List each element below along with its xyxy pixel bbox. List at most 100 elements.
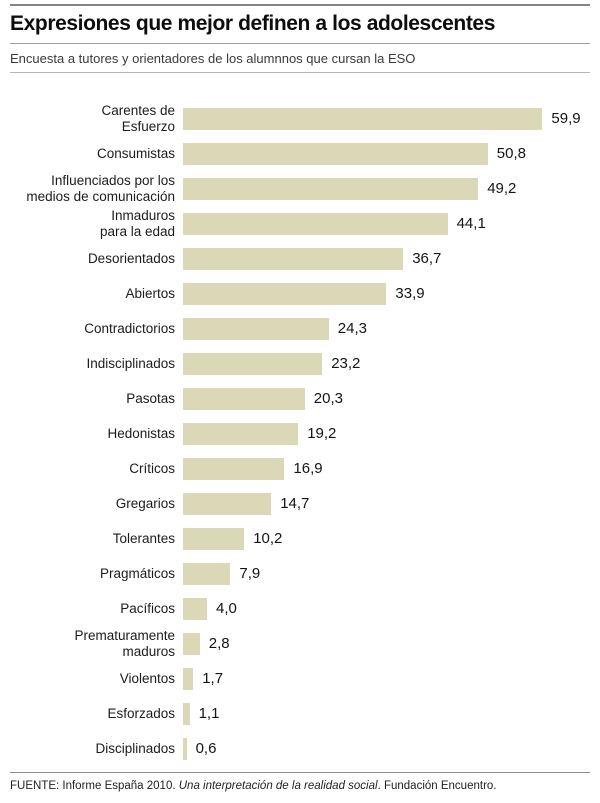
bar-track: 0,6	[183, 737, 217, 760]
chart-subtitle: Encuesta a tutores y orientadores de los…	[10, 51, 416, 66]
bar-label: Inmaduros para la edad	[99, 207, 175, 239]
bar-track: 23,2	[183, 352, 361, 375]
bar-value: 10,2	[253, 530, 283, 547]
bar-label: Esforzados	[107, 705, 175, 721]
chart-row: Prematuramente maduros 2,8	[0, 626, 600, 661]
bar-track: 1,1	[183, 702, 220, 725]
chart-row: Pacíficos 4,0	[0, 591, 600, 626]
bar	[183, 492, 272, 515]
bar	[183, 247, 404, 270]
bar-label: Desorientados	[87, 250, 175, 266]
chart-row: Consumistas 50,8	[0, 136, 600, 171]
bar-value: 20,3	[313, 390, 343, 407]
bar-label: Tolerantes	[112, 530, 175, 546]
bar	[183, 422, 299, 445]
subtitle-divider	[10, 72, 590, 73]
bar-label: Disciplinados	[95, 740, 175, 756]
bar-track: 14,7	[183, 492, 310, 515]
bar-value: 49,2	[487, 180, 517, 197]
bar-value: 36,7	[412, 250, 442, 267]
bar-track: 2,8	[183, 632, 230, 655]
chart-row: Inmaduros para la edad 44,1	[0, 206, 600, 241]
bar-value: 24,3	[337, 320, 367, 337]
chart-row: Esforzados 1,1	[0, 696, 600, 731]
bar	[183, 107, 543, 130]
bar-track: 44,1	[183, 212, 486, 235]
bar-value: 1,1	[198, 705, 220, 722]
bar-label: Indisciplinados	[86, 355, 175, 371]
bar	[183, 632, 200, 655]
chart-row: Violentos 1,7	[0, 661, 600, 696]
bar	[183, 352, 323, 375]
bar-label: Pasotas	[126, 390, 175, 406]
bar	[183, 457, 285, 480]
chart-row: Indisciplinados 23,2	[0, 346, 600, 381]
bar-track: 10,2	[183, 527, 283, 550]
chart-row: Carentes de Esfuerzo 59,9	[0, 101, 600, 136]
bar-track: 16,9	[183, 457, 323, 480]
bar-track: 36,7	[183, 247, 442, 270]
bar-value: 2,8	[208, 635, 230, 652]
chart-row: Influenciados por los medios de comunica…	[0, 171, 600, 206]
bar-track: 4,0	[183, 597, 237, 620]
bar-label: Gregarios	[115, 495, 175, 511]
page-title: Expresiones que mejor definen a los adol…	[10, 12, 495, 35]
bar-value: 16,9	[293, 460, 323, 477]
bar-label: Contradictorios	[84, 320, 175, 336]
bar	[183, 562, 231, 585]
bar	[183, 737, 187, 760]
bar-label: Carentes de Esfuerzo	[101, 102, 175, 134]
bar-label: Violentos	[119, 670, 175, 686]
chart-row: Pragmáticos 7,9	[0, 556, 600, 591]
source-note: FUENTE: Informe España 2010. Una interpr…	[10, 780, 497, 792]
bar-value: 4,0	[216, 600, 237, 617]
bar-value: 1,7	[202, 670, 224, 687]
bar-value: 14,7	[280, 495, 310, 512]
source-italic: Una interpretación de la realidad social	[178, 780, 378, 792]
bar-track: 50,8	[183, 142, 526, 165]
bar	[183, 282, 387, 305]
chart-row: Pasotas 20,3	[0, 381, 600, 416]
bar-label: Pacíficos	[120, 600, 175, 616]
bar	[183, 177, 479, 200]
bar	[183, 142, 488, 165]
bar-track: 59,9	[183, 107, 581, 130]
bar	[183, 527, 245, 550]
bar	[183, 212, 448, 235]
chart-row: Disciplinados 0,6	[0, 731, 600, 766]
chart-row: Gregarios 14,7	[0, 486, 600, 521]
bar-value: 33,9	[395, 285, 425, 302]
bar-label: Abiertos	[125, 285, 175, 301]
top-rule	[10, 4, 590, 6]
bar	[183, 702, 190, 725]
chart-row: Abiertos 33,9	[0, 276, 600, 311]
bar-label: Hedonistas	[107, 425, 175, 441]
bar-value: 59,9	[551, 110, 581, 127]
chart-row: Críticos 16,9	[0, 451, 600, 486]
bar-track: 7,9	[183, 562, 261, 585]
chart-row: Hedonistas 19,2	[0, 416, 600, 451]
chart-row: Desorientados 36,7	[0, 241, 600, 276]
bar-label: Prematuramente maduros	[74, 627, 175, 659]
bar-track: 20,3	[183, 387, 343, 410]
source-suffix: . Fundación Encuentro.	[377, 780, 497, 792]
source-prefix: FUENTE: Informe España 2010.	[10, 780, 179, 792]
bar-label: Críticos	[129, 460, 175, 476]
bar-value: 50,8	[496, 145, 526, 162]
bar-label: Pragmáticos	[99, 565, 175, 581]
bar-value: 7,9	[239, 565, 261, 582]
bar	[183, 317, 329, 340]
bar-value: 0,6	[195, 740, 217, 757]
bar-track: 49,2	[183, 177, 517, 200]
bar	[183, 387, 305, 410]
bar	[183, 597, 207, 620]
bar-chart: Carentes de Esfuerzo 59,9 Consumistas 50…	[0, 101, 600, 766]
bar-label: Influenciados por los medios de comunica…	[26, 172, 175, 204]
footer-divider	[10, 772, 590, 773]
bar-label: Consumistas	[96, 145, 175, 161]
bar-value: 44,1	[456, 215, 486, 232]
bar-value: 19,2	[307, 425, 337, 442]
chart-row: Tolerantes 10,2	[0, 521, 600, 556]
bar-track: 19,2	[183, 422, 337, 445]
bar-value: 23,2	[331, 355, 361, 372]
